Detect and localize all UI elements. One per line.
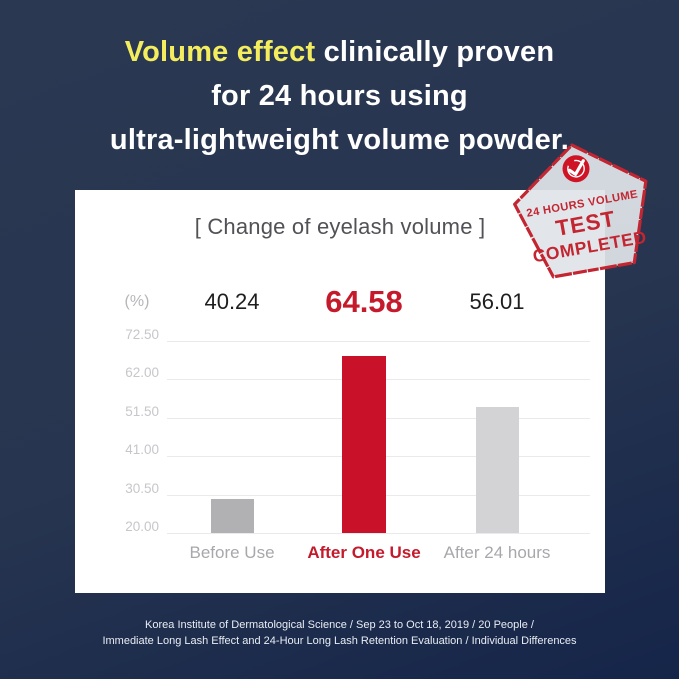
gridline <box>167 533 590 534</box>
chart-title: [ Change of eyelash volume ] <box>194 214 486 239</box>
check-ring-icon <box>567 159 585 178</box>
headline-line3: ultra-lightweight volume powder. <box>109 124 570 156</box>
bar-after-one-use <box>342 356 386 533</box>
unit-label: (%) <box>124 293 150 310</box>
test-completed-stamp: 24 HOURS VOLUME TEST COMPLETED <box>513 143 648 279</box>
headline-line2: for 24 hours using <box>211 80 468 112</box>
value-label: 56.01 <box>469 289 525 314</box>
y-tick-label: 30.50 <box>125 480 159 496</box>
check-icon <box>568 159 585 176</box>
category-label: After One Use <box>307 543 421 562</box>
footnote-line2: Immediate Long Lash Effect and 24-Hour L… <box>102 635 577 647</box>
value-label: 40.24 <box>204 289 260 314</box>
study-footnote: Korea Institute of Dermatological Scienc… <box>0 617 679 649</box>
category-label: Before Use <box>189 543 275 562</box>
headline-line1-rest: clinically proven <box>323 36 555 68</box>
bar-before-use <box>210 499 254 533</box>
headline-line1: Volume effect clinically proven <box>0 30 679 74</box>
footnote-line1: Korea Institute of Dermatological Scienc… <box>145 619 534 631</box>
bar-after-24-hours <box>475 407 519 533</box>
headline-highlight: Volume effect <box>124 36 316 68</box>
stamp-pentagon <box>513 143 648 279</box>
y-tick-label: 51.50 <box>125 403 159 419</box>
y-tick-label: 62.00 <box>125 365 159 381</box>
y-tick-label: 20.00 <box>125 519 159 534</box>
value-label: 64.58 <box>325 284 403 319</box>
y-tick-label: 72.50 <box>125 327 159 342</box>
chart-card: [ Change of eyelash volume ] (%) 72.50 62… <box>75 190 605 593</box>
gridline <box>167 341 590 342</box>
category-label: After 24 hours <box>443 543 551 562</box>
y-tick-label: 41.00 <box>125 442 159 458</box>
headline: Volume effect clinically proven for 24 h… <box>0 30 679 162</box>
